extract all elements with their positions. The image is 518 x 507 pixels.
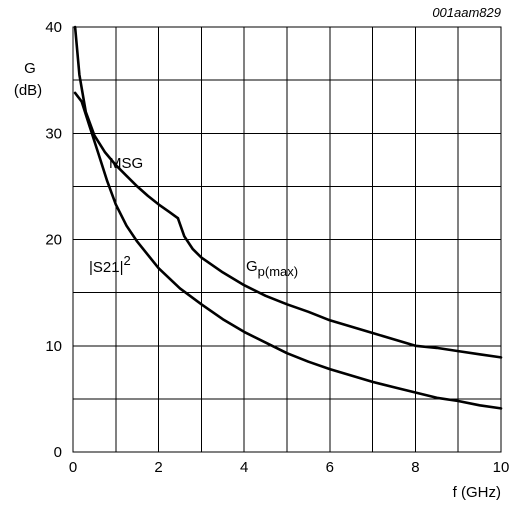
figure-code: 001aam829 xyxy=(432,5,501,20)
y-axis-label-symbol: G xyxy=(24,60,36,77)
curve-s21-2 xyxy=(73,91,503,410)
gp-max-label-subscript: p(max) xyxy=(258,264,298,279)
y-tick-label: 10 xyxy=(45,338,62,355)
tick-labels: 0 2 4 6 8 10 0 10 20 30 40 xyxy=(45,19,509,476)
s21-label-superscript: 2 xyxy=(123,253,130,268)
gp-max-curve-label: Gp(max) xyxy=(246,258,298,279)
x-tick-label: 0 xyxy=(69,459,77,476)
s21-label-main: |S21| xyxy=(89,259,123,276)
x-tick-label: 10 xyxy=(493,459,510,476)
curve-gp-max xyxy=(176,216,503,359)
y-tick-label: 30 xyxy=(45,125,62,142)
y-tick-label: 0 xyxy=(54,444,62,461)
x-axis-label: f (GHz) xyxy=(453,484,501,501)
x-tick-label: 2 xyxy=(154,459,162,476)
s21-curve-label: |S21|2 xyxy=(89,253,131,276)
gp-max-label-main: G xyxy=(246,258,258,275)
y-tick-label: 20 xyxy=(45,232,62,249)
y-axis-label-unit: (dB) xyxy=(14,82,42,99)
x-tick-label: 8 xyxy=(411,459,419,476)
curve-msg xyxy=(73,25,180,220)
msg-curve-label: MSG xyxy=(109,155,143,172)
y-tick-label: 40 xyxy=(45,19,62,36)
curves xyxy=(73,25,503,410)
plot-frame xyxy=(72,26,502,453)
x-tick-label: 6 xyxy=(326,459,334,476)
x-tick-label: 4 xyxy=(240,459,248,476)
